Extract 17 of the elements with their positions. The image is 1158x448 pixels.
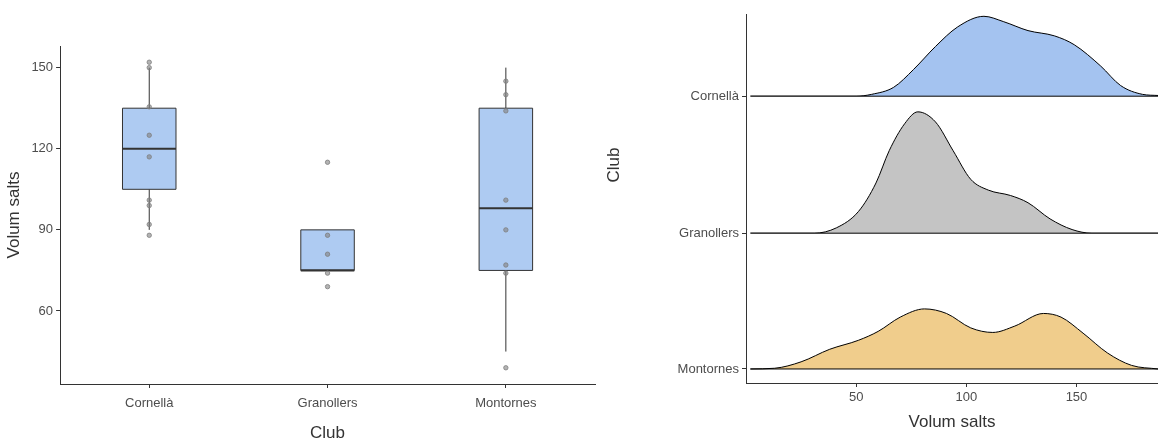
y-tick-label: 60 [38,302,54,318]
y-axis-title: Club [603,147,623,183]
x-tick-label: 150 [1065,389,1088,405]
y-tick-label: 90 [38,221,54,237]
series-label: Cornellà [690,87,740,103]
x-tick-label: 50 [848,389,864,405]
x-axis-title: Volum salts [908,412,996,432]
x-tick-label: Montornes [475,395,538,411]
x-tick-label: Granollers [297,395,359,411]
y-tick-label: 120 [31,140,54,156]
x-axis-title: Club [310,423,346,443]
x-tick-label: 100 [955,389,978,405]
series-label: Granollers [679,224,740,240]
series-label: Montornes [677,360,740,376]
y-tick-label: 150 [31,59,54,75]
y-axis-title: Volum salts [3,171,23,259]
x-tick-label: Cornellà [125,395,175,411]
